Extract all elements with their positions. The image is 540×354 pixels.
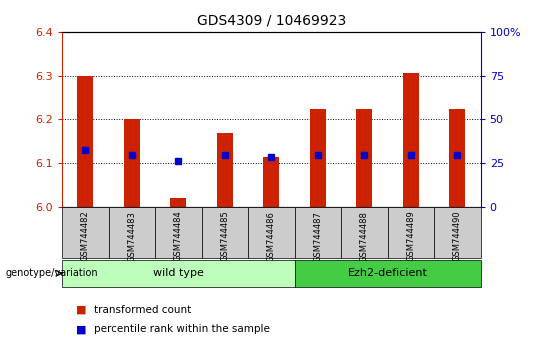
Bar	[62, 260, 295, 287]
Text: GSM744488: GSM744488	[360, 211, 369, 262]
Bar	[155, 207, 201, 258]
Text: genotype/variation: genotype/variation	[5, 268, 98, 278]
Text: GSM744486: GSM744486	[267, 211, 276, 262]
Text: GSM744487: GSM744487	[313, 211, 322, 262]
Bar	[77, 76, 93, 207]
Bar	[341, 207, 388, 258]
Text: GSM744484: GSM744484	[174, 211, 183, 262]
Text: GSM744490: GSM744490	[453, 211, 462, 261]
Bar	[310, 109, 326, 207]
Bar	[356, 109, 373, 207]
Bar	[388, 207, 434, 258]
Text: GSM744485: GSM744485	[220, 211, 230, 262]
Bar	[170, 198, 186, 207]
Text: transformed count: transformed count	[94, 305, 192, 315]
Text: GSM744483: GSM744483	[127, 211, 136, 262]
Bar	[248, 207, 295, 258]
Bar	[62, 207, 109, 258]
Bar	[295, 260, 481, 287]
Text: percentile rank within the sample: percentile rank within the sample	[94, 324, 271, 334]
Text: ■: ■	[76, 324, 86, 334]
Text: Ezh2-deficient: Ezh2-deficient	[348, 268, 428, 278]
Title: GDS4309 / 10469923: GDS4309 / 10469923	[197, 14, 346, 28]
Text: GSM744489: GSM744489	[407, 211, 415, 262]
Bar	[263, 157, 280, 207]
Text: ■: ■	[76, 305, 86, 315]
Bar	[201, 207, 248, 258]
Text: wild type: wild type	[153, 268, 204, 278]
Bar	[434, 207, 481, 258]
Bar	[403, 74, 419, 207]
Bar	[295, 207, 341, 258]
Text: GSM744482: GSM744482	[81, 211, 90, 262]
Bar	[217, 133, 233, 207]
Bar	[109, 207, 155, 258]
Bar	[449, 109, 465, 207]
Bar	[124, 120, 140, 207]
